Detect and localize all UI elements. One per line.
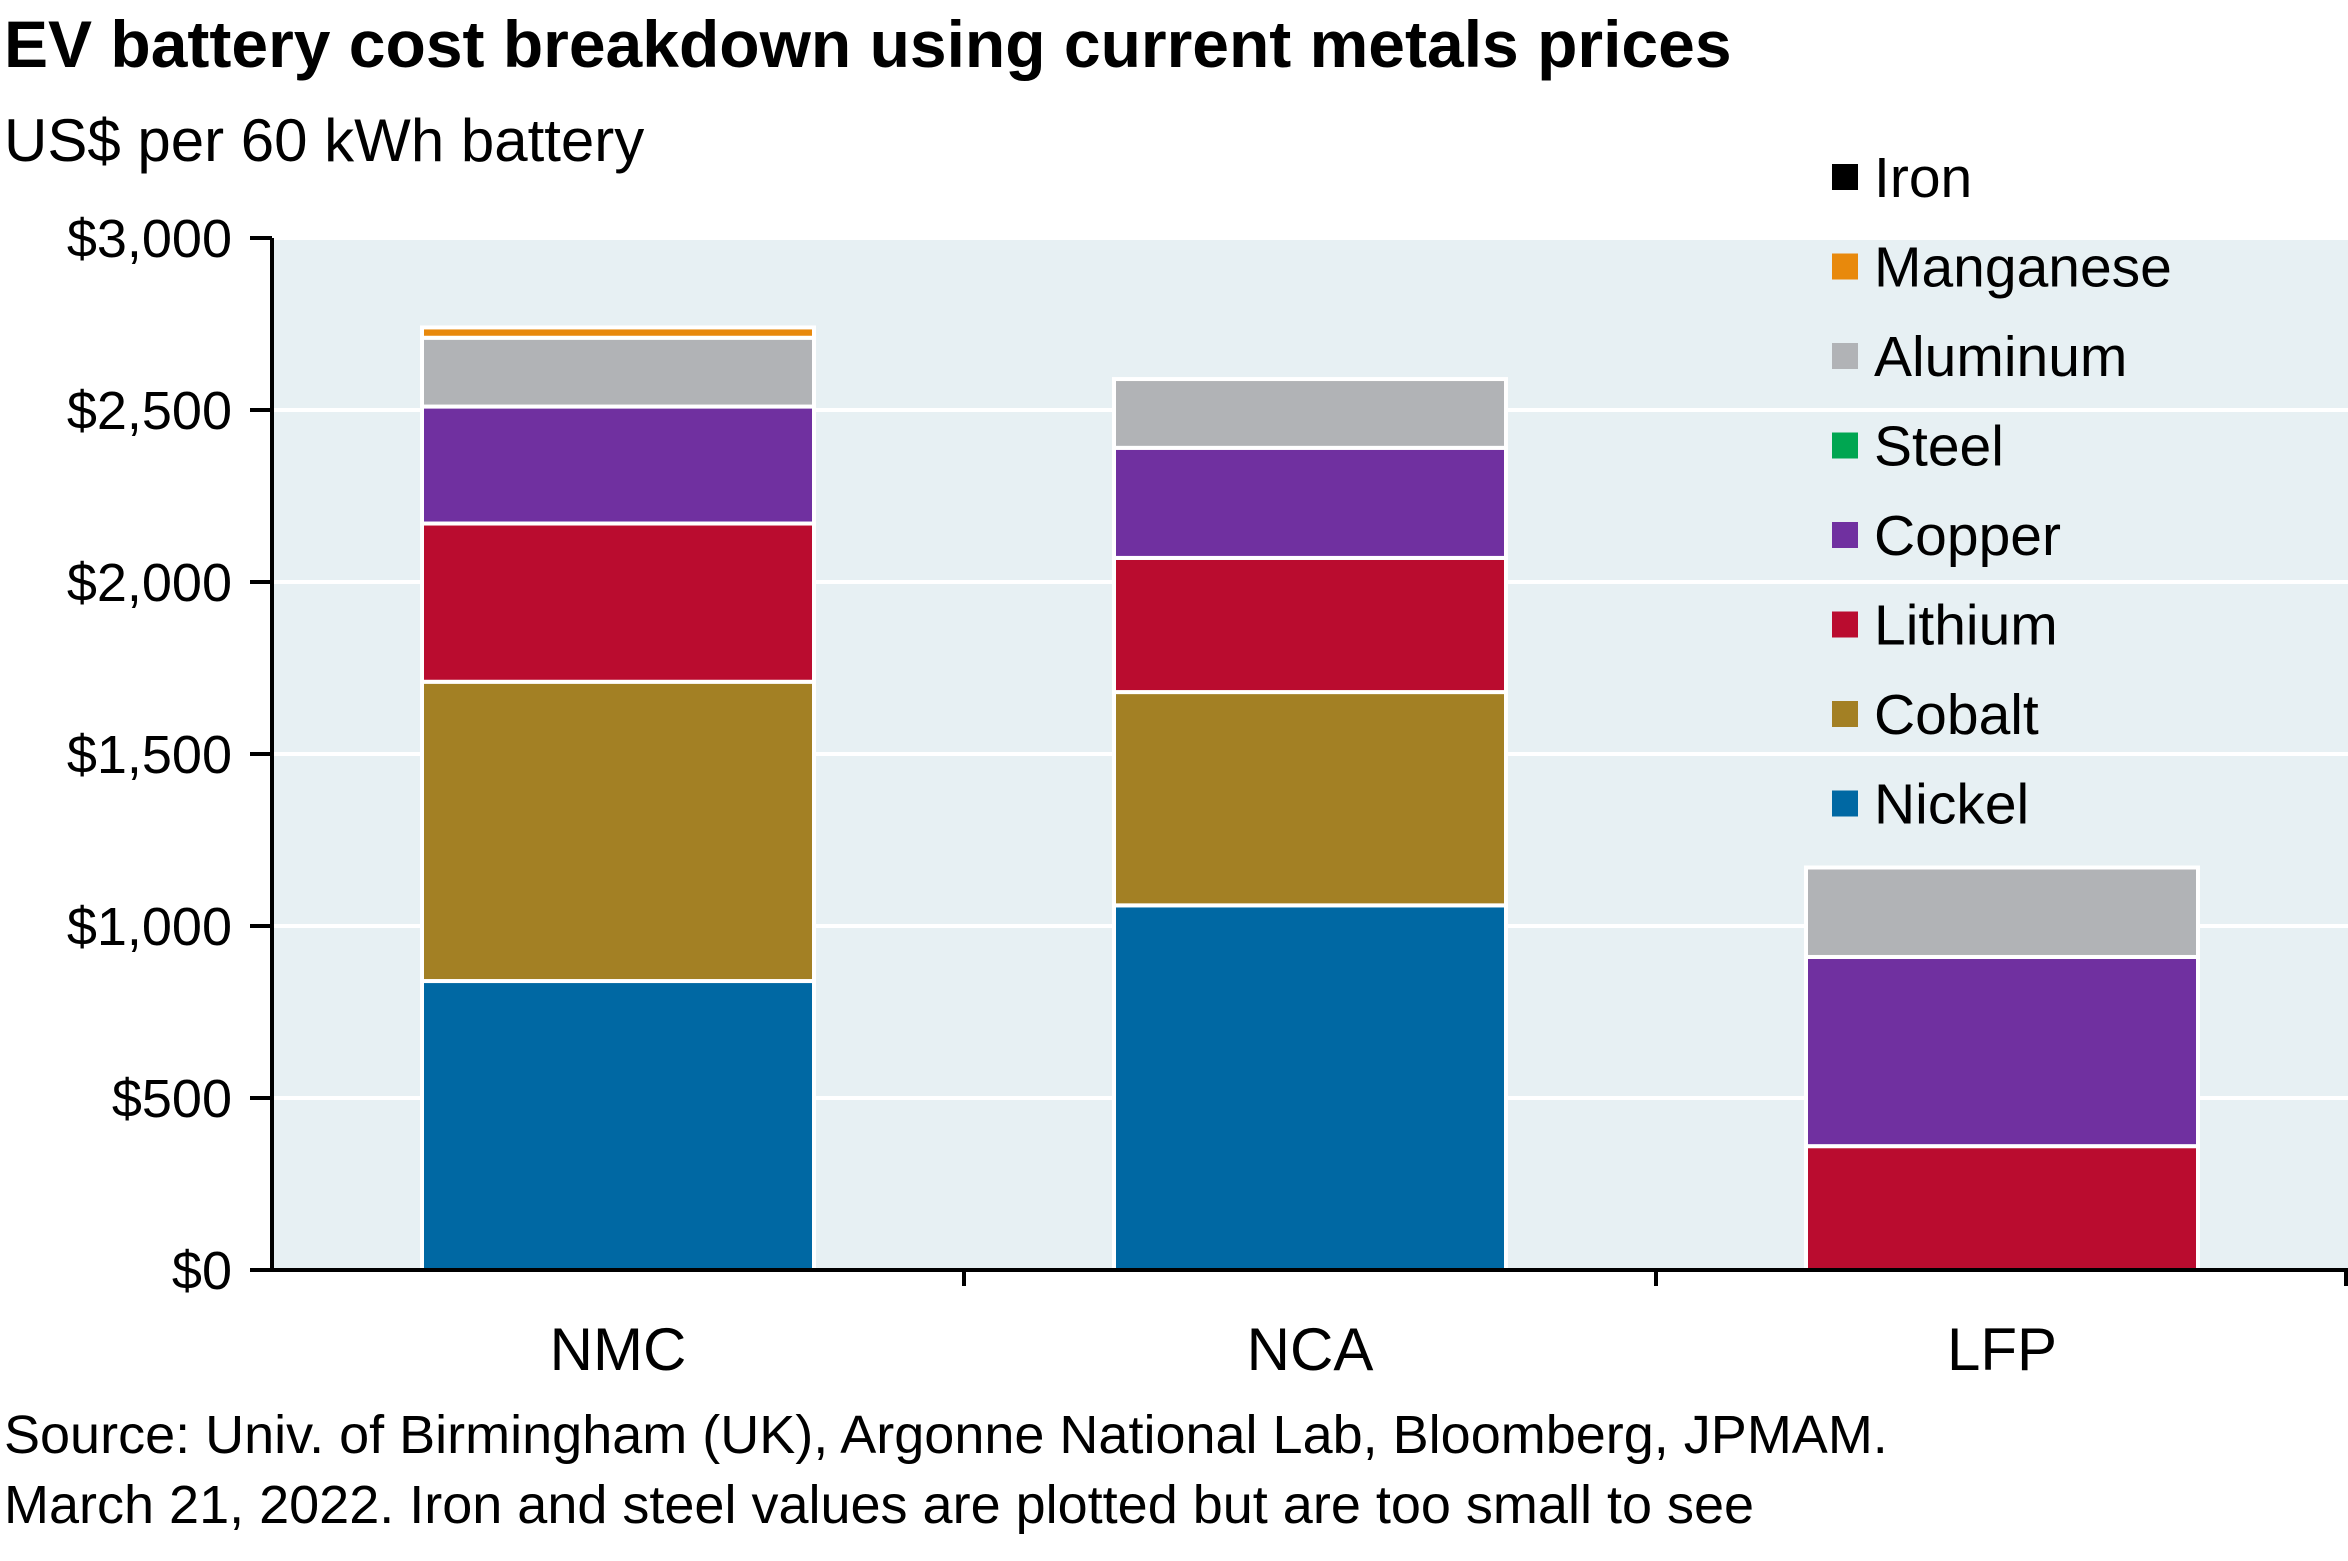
y-tick-label: $3,000 — [67, 209, 232, 269]
bar-nmc-aluminum — [420, 335, 816, 409]
bar-lfp-aluminum — [1804, 865, 2200, 959]
legend: Iron Manganese Aluminum Steel Copper Lithium C… — [1832, 146, 2172, 837]
y-tick-label: $500 — [112, 1069, 232, 1129]
bar-nca-cobalt — [1112, 690, 1508, 908]
legend-label-aluminum: Aluminum — [1874, 325, 2127, 389]
bar-nca-nickel — [1112, 903, 1508, 1272]
bar-nmc-copper — [420, 404, 816, 526]
y-tick-label: $1,000 — [67, 897, 232, 957]
chart-title: EV battery cost breakdown using current … — [4, 7, 1732, 81]
bar-nmc-manganese — [420, 325, 816, 340]
bar-nmc-lithium — [420, 521, 816, 684]
x-axis-categories: NMC NCA LFP — [550, 1316, 2057, 1383]
source-note: Source: Univ. of Birmingham (UK), Argonn… — [4, 1400, 1888, 1540]
legend-swatch-cobalt — [1832, 701, 1858, 727]
legend-swatch-steel — [1832, 432, 1858, 459]
legend-swatch-iron — [1832, 164, 1858, 190]
y-tick-label: $2,500 — [67, 381, 232, 441]
x-category-label: NMC — [550, 1316, 687, 1383]
bar-lfp-copper — [1804, 954, 2200, 1149]
y-tick-label: $2,000 — [67, 553, 232, 613]
legend-label-cobalt: Cobalt — [1874, 683, 2039, 747]
y-tick-label: $0 — [172, 1241, 232, 1301]
source-line-2: March 21, 2022. Iron and steel values ar… — [4, 1475, 1755, 1535]
chart-subtitle: US$ per 60 kWh battery — [4, 107, 645, 174]
bar-nmc-cobalt — [420, 679, 816, 984]
legend-label-iron: Iron — [1874, 146, 1972, 210]
y-tick-label: $1,500 — [67, 725, 232, 785]
bar-nmc-nickel — [420, 979, 816, 1272]
bars — [420, 325, 2200, 1273]
legend-swatch-manganese — [1832, 253, 1858, 280]
legend-label-manganese: Manganese — [1874, 236, 2172, 300]
legend-label-copper: Copper — [1874, 504, 2061, 568]
source-line-1: Source: Univ. of Birmingham (UK), Argonn… — [4, 1405, 1888, 1465]
x-category-label: LFP — [1947, 1316, 2057, 1383]
legend-swatch-copper — [1832, 522, 1858, 548]
legend-swatch-lithium — [1832, 611, 1858, 638]
legend-swatch-aluminum — [1832, 343, 1858, 369]
bar-lfp-lithium — [1804, 1144, 2200, 1273]
x-category-label: NCA — [1247, 1316, 1374, 1383]
legend-label-steel: Steel — [1874, 415, 2004, 479]
y-axis-ticks: $0 $500 $1,000 $1,500 $2,000 $2,500 $3,000 — [67, 209, 272, 1301]
legend-label-lithium: Lithium — [1874, 594, 2058, 658]
bar-nca-aluminum — [1112, 377, 1508, 450]
bar-nca-lithium — [1112, 555, 1508, 695]
bar-nca-copper — [1112, 445, 1508, 560]
legend-swatch-nickel — [1832, 790, 1858, 817]
legend-label-nickel: Nickel — [1874, 773, 2029, 837]
